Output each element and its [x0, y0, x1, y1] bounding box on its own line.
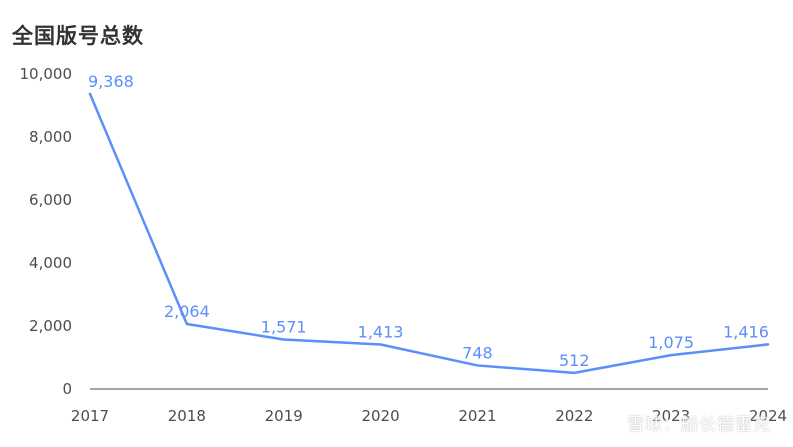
x-tick-label: 2022: [555, 407, 593, 425]
y-tick-label: 2,000: [29, 317, 72, 335]
x-tick-label: 2019: [265, 407, 303, 425]
y-tick-label: 4,000: [29, 254, 72, 272]
x-tick-label: 2023: [652, 407, 690, 425]
series-line: [88, 92, 770, 375]
x-tick-label: 2021: [458, 407, 496, 425]
y-tick-label: 10,000: [20, 65, 73, 83]
data-label: 9,368: [88, 72, 134, 91]
x-tick-label: 2020: [361, 407, 399, 425]
data-label: 1,075: [648, 333, 694, 352]
data-label: 1,413: [358, 322, 404, 341]
data-label: 1,416: [723, 322, 769, 341]
chart-title: 全国版号总数: [12, 24, 144, 48]
y-tick-label: 6,000: [29, 191, 72, 209]
data-label: 748: [462, 343, 493, 362]
plot-area: 9,368 2,064 1,571 1,413 748 512 1,075 1,416: [88, 72, 770, 375]
x-axis: 2017 2018 2019 2020 2021 2022 2023 2024: [71, 388, 787, 425]
y-axis: 0 2,000 4,000 6,000 8,000 10,000: [20, 65, 73, 398]
data-label: 512: [559, 351, 590, 370]
y-tick-label: 0: [62, 380, 72, 398]
data-label: 1,571: [261, 318, 307, 337]
x-tick-label: 2017: [71, 407, 109, 425]
x-tick-label: 2024: [749, 407, 787, 425]
x-tick-label: 2018: [168, 407, 206, 425]
watermark: 雪球：船长德雷克: [627, 415, 771, 435]
data-label: 2,064: [164, 302, 210, 321]
y-tick-label: 8,000: [29, 128, 72, 146]
